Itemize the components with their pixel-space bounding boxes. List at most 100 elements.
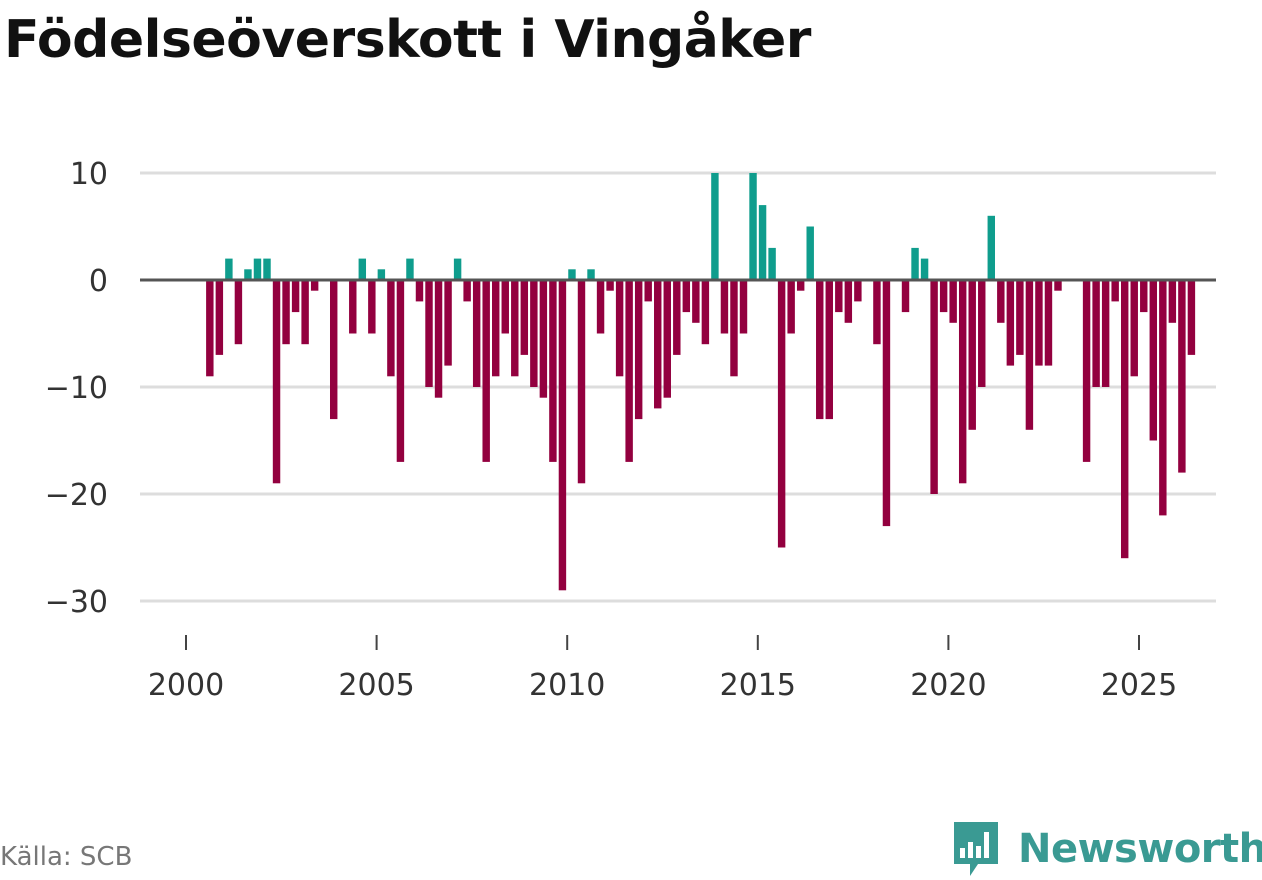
bar xyxy=(1082,280,1091,462)
bar xyxy=(1149,280,1158,441)
bar xyxy=(463,280,471,302)
bar xyxy=(654,280,662,409)
bar xyxy=(720,280,729,334)
bar xyxy=(997,280,1005,323)
bar xyxy=(882,280,891,527)
bar xyxy=(511,280,519,377)
bar xyxy=(844,280,853,323)
bar xyxy=(1092,280,1100,387)
bar xyxy=(806,226,814,280)
x-tick-label: 2020 xyxy=(910,668,986,703)
bar xyxy=(349,280,357,334)
bar xyxy=(1035,280,1043,366)
bar xyxy=(434,280,443,398)
bar xyxy=(310,280,319,291)
bar xyxy=(482,280,490,462)
bar xyxy=(444,280,452,366)
bar xyxy=(949,280,957,323)
bar xyxy=(739,280,748,334)
y-tick-label: −30 xyxy=(45,585,108,620)
bars xyxy=(206,173,1196,591)
bar xyxy=(701,280,710,345)
bar xyxy=(816,280,824,420)
bar xyxy=(282,280,290,345)
bar xyxy=(549,280,557,462)
bar xyxy=(939,280,948,313)
brand-name: Newsworthy xyxy=(1018,826,1262,872)
bar xyxy=(492,280,500,377)
bar xyxy=(987,215,996,280)
bar xyxy=(673,280,681,355)
bar xyxy=(253,258,262,280)
bar xyxy=(415,280,424,302)
bar xyxy=(682,280,691,313)
bar xyxy=(873,280,881,345)
bar xyxy=(472,280,481,387)
bar xyxy=(406,258,414,280)
bar xyxy=(911,247,919,280)
x-tick-label: 2010 xyxy=(529,668,605,703)
bar xyxy=(749,173,757,280)
bar xyxy=(377,269,386,280)
bar xyxy=(958,280,967,484)
bar xyxy=(1044,280,1053,366)
brand-logo: Newsworthy xyxy=(950,818,1262,880)
bar xyxy=(1111,280,1119,302)
y-tick-label: 0 xyxy=(89,264,108,299)
bar xyxy=(1159,280,1167,516)
bar xyxy=(568,269,576,280)
bar xyxy=(692,280,700,323)
chart-title: Födelseöverskott i Vingåker xyxy=(4,10,811,70)
bar xyxy=(396,280,405,462)
bar xyxy=(1168,280,1177,323)
x-tick-label: 2015 xyxy=(720,668,796,703)
bar xyxy=(1187,280,1196,355)
bar xyxy=(854,280,862,302)
bar xyxy=(920,258,929,280)
x-tick-label: 2005 xyxy=(338,668,414,703)
bar xyxy=(730,280,738,377)
bar xyxy=(539,280,548,398)
bar xyxy=(835,280,843,313)
bar xyxy=(225,258,233,280)
bar xyxy=(901,280,910,313)
source-note: Källa: SCB xyxy=(0,842,133,872)
bar xyxy=(968,280,976,430)
bar xyxy=(587,269,595,280)
bar xyxy=(625,280,633,462)
bar xyxy=(558,280,567,591)
y-tick-label: −20 xyxy=(45,478,108,513)
y-tick-label: −10 xyxy=(45,371,108,406)
bar xyxy=(530,280,538,387)
x-tick-label: 2025 xyxy=(1101,668,1177,703)
bar xyxy=(329,280,338,420)
bar xyxy=(634,280,643,420)
bar xyxy=(768,247,776,280)
bar xyxy=(1120,280,1129,559)
bar xyxy=(234,280,243,345)
bar xyxy=(520,280,529,355)
bar xyxy=(663,280,671,398)
bar xyxy=(206,280,214,377)
newsworthy-logo-icon xyxy=(954,822,998,876)
bar xyxy=(796,280,805,291)
bar xyxy=(577,280,586,484)
bar xyxy=(301,280,309,345)
bar xyxy=(368,280,376,334)
bar xyxy=(1130,280,1138,377)
bar xyxy=(1006,280,1015,366)
bar xyxy=(1140,280,1148,313)
bar xyxy=(644,280,652,302)
y-tick-label: 10 xyxy=(70,157,108,192)
y-axis-labels: 10 0 −10 −20 −30 xyxy=(45,157,108,620)
bar xyxy=(453,258,462,280)
bar xyxy=(1101,280,1110,387)
bar xyxy=(978,280,986,387)
bar xyxy=(615,280,624,377)
bar xyxy=(758,205,767,280)
bar xyxy=(787,280,795,334)
bar xyxy=(930,280,938,494)
bar xyxy=(1178,280,1186,473)
x-tick-label: 2000 xyxy=(148,668,224,703)
